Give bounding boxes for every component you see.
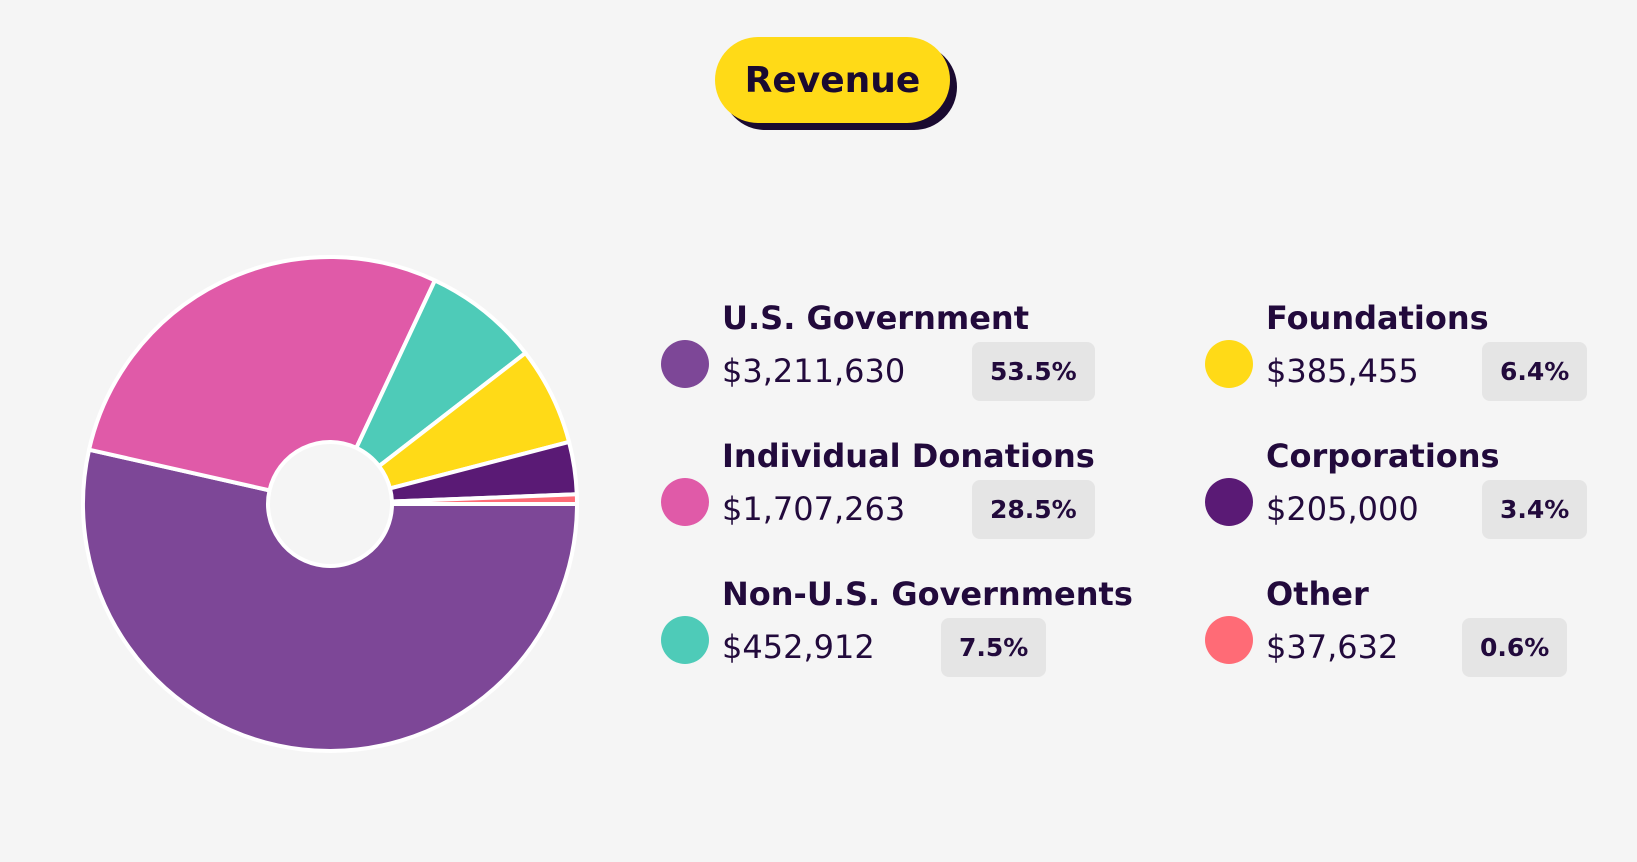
legend-color-dot — [661, 616, 709, 664]
legend-amount: $3,211,630 — [722, 352, 906, 390]
legend-percent-badge: 53.5% — [972, 342, 1095, 401]
pie-slice-other — [389, 492, 579, 506]
legend-label: Corporations — [1266, 437, 1500, 475]
legend-label: Individual Donations — [722, 437, 1095, 475]
legend-amount: $1,707,263 — [722, 490, 906, 528]
title-badge: Revenue — [715, 37, 957, 130]
legend-amount: $385,455 — [1266, 352, 1419, 390]
pie-slice-u-s-government — [81, 447, 579, 753]
legend-label: Non-U.S. Governments — [722, 575, 1133, 613]
donut-chart — [81, 255, 579, 753]
legend-percent-badge: 0.6% — [1462, 618, 1568, 677]
legend-label: U.S. Government — [722, 299, 1029, 337]
legend-percent-badge: 28.5% — [972, 480, 1095, 539]
legend-amount: $452,912 — [722, 628, 875, 666]
legend-label: Other — [1266, 575, 1369, 613]
legend-color-dot — [1205, 616, 1253, 664]
pie-slice-individual-donations — [87, 255, 437, 493]
legend-percent-badge: 7.5% — [941, 618, 1047, 677]
legend-percent-badge: 3.4% — [1482, 480, 1588, 539]
legend-color-dot — [1205, 340, 1253, 388]
legend-percent-badge: 6.4% — [1482, 342, 1588, 401]
legend-color-dot — [661, 340, 709, 388]
legend-color-dot — [1205, 478, 1253, 526]
legend-amount: $37,632 — [1266, 628, 1399, 666]
chart-title: Revenue — [715, 37, 950, 123]
legend-label: Foundations — [1266, 299, 1489, 337]
legend-color-dot — [661, 478, 709, 526]
legend-amount: $205,000 — [1266, 490, 1419, 528]
